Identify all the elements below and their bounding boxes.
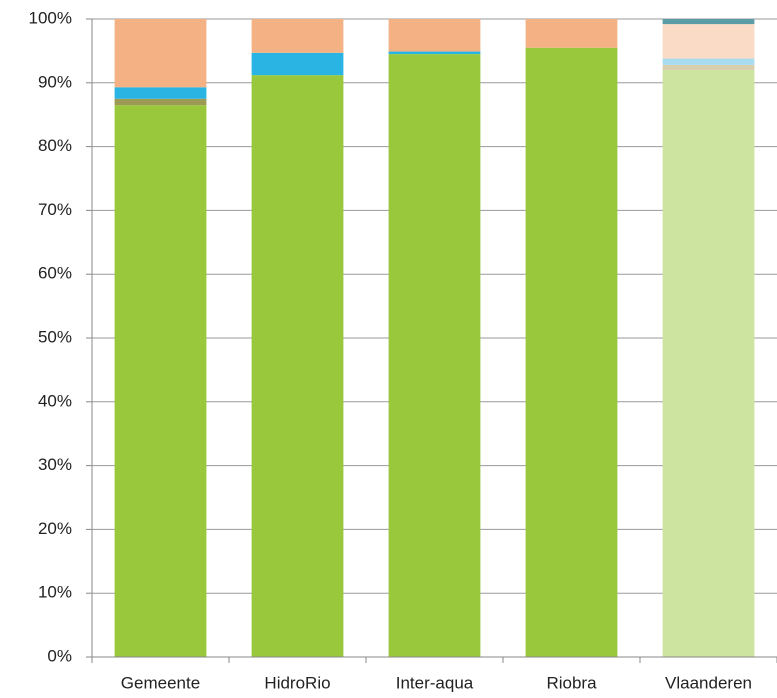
- bar-segment: [114, 87, 207, 99]
- bar-segment: [114, 105, 207, 657]
- bar-segment: [114, 98, 207, 106]
- y-tick-label: 80%: [38, 136, 72, 155]
- bar-segment: [525, 19, 618, 48]
- y-tick-label: 50%: [38, 327, 72, 346]
- bar-segment: [114, 19, 207, 88]
- bar-segment: [662, 70, 755, 658]
- y-tick-label: 0%: [47, 646, 72, 665]
- x-tick-label: HidroRio: [264, 673, 330, 692]
- x-tick-label: Gemeente: [121, 673, 200, 692]
- bar-segment: [662, 19, 755, 25]
- bar-segment: [251, 75, 344, 658]
- bar-segment: [662, 58, 755, 65]
- y-tick-label: 30%: [38, 455, 72, 474]
- bar-segment: [662, 64, 755, 71]
- bar-segment: [662, 24, 755, 59]
- y-tick-label: 20%: [38, 519, 72, 538]
- x-tick-label: Inter-aqua: [396, 673, 474, 692]
- y-tick-label: 90%: [38, 72, 72, 91]
- x-tick-label: Riobra: [546, 673, 597, 692]
- bar-segment: [251, 19, 344, 53]
- bar-segment: [525, 47, 618, 657]
- bar-segment: [251, 52, 344, 76]
- y-tick-label: 70%: [38, 200, 72, 219]
- bar-segment: [388, 51, 481, 55]
- y-tick-label: 60%: [38, 264, 72, 283]
- x-tick-label: Vlaanderen: [665, 673, 752, 692]
- y-tick-label: 10%: [38, 583, 72, 602]
- y-tick-label: 100%: [29, 8, 72, 27]
- bar-segment: [388, 54, 481, 657]
- y-tick-label: 40%: [38, 391, 72, 410]
- bar-segment: [388, 19, 481, 52]
